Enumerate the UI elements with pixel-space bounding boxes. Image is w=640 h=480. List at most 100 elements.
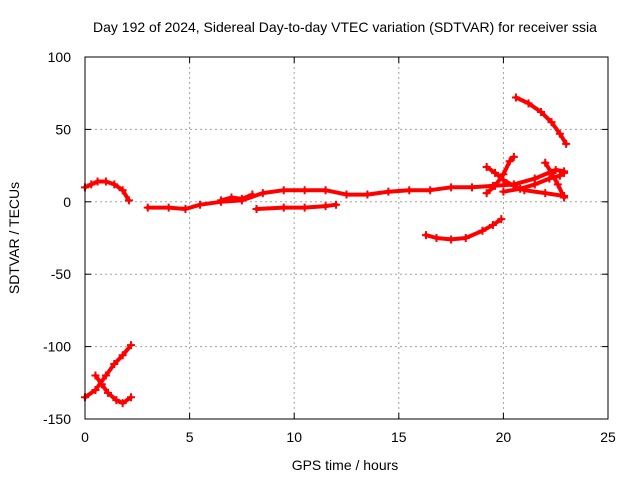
y-tick-labels: -150 -100 -50 0 50 100 [43, 49, 71, 427]
data-point [447, 235, 456, 244]
data-point [196, 200, 205, 209]
data-point [252, 205, 261, 214]
data-point [491, 168, 500, 177]
data-point [555, 129, 564, 138]
data-point [127, 393, 136, 402]
chart-title: Day 192 of 2024, Sidereal Day-to-day VTE… [93, 19, 597, 35]
data-point [560, 168, 569, 177]
data-point [332, 200, 341, 209]
data-point [405, 186, 414, 195]
data-point [468, 183, 477, 192]
data-point [482, 163, 491, 172]
data-point [87, 180, 96, 189]
data-point [124, 196, 133, 205]
data-point [509, 152, 518, 161]
data-point [118, 399, 127, 408]
data-point [181, 205, 190, 214]
series-line [83, 343, 133, 400]
data-point [110, 180, 119, 189]
series-arc-12 [541, 158, 569, 202]
x-tick-label: 5 [186, 429, 194, 445]
data-point [488, 220, 497, 229]
data-point [478, 226, 487, 235]
series-arc-7 [421, 215, 506, 244]
y-tick-label: 0 [63, 194, 71, 210]
series-arc-6 [252, 200, 341, 214]
series-line [145, 167, 567, 211]
data-point [516, 184, 525, 193]
data-point [321, 202, 330, 211]
data-point [300, 186, 309, 195]
series-arc-11 [499, 168, 569, 196]
series-arc-10 [511, 93, 571, 148]
data-point [110, 359, 119, 368]
data-point [547, 168, 556, 177]
grid [85, 57, 608, 419]
data-point [541, 189, 550, 198]
data-point [499, 176, 508, 185]
data-point [511, 93, 520, 102]
data-point [491, 181, 500, 190]
data-point [97, 380, 106, 389]
data-point [547, 118, 556, 127]
data-point [342, 190, 351, 199]
data-point [101, 371, 110, 380]
x-axis-title: GPS time / hours [292, 457, 399, 473]
data-point [537, 108, 546, 117]
data-point [216, 196, 225, 205]
data-point [482, 189, 491, 198]
data-point [545, 174, 554, 183]
data-point [258, 189, 267, 198]
y-tick-label: 50 [55, 121, 71, 137]
data-point [505, 157, 514, 166]
data-point [91, 386, 100, 395]
data-point [164, 203, 173, 212]
data-point [421, 231, 430, 240]
y-tick-label: 100 [48, 49, 72, 65]
series-arc-5 [216, 190, 257, 205]
data-point [279, 186, 288, 195]
data-point [384, 187, 393, 196]
data-point [363, 190, 372, 199]
data-point [143, 203, 152, 212]
data-point [93, 177, 102, 186]
x-tick-label: 20 [496, 429, 512, 445]
series-arc-1 [81, 177, 133, 205]
data-point [553, 180, 562, 189]
x-tick-label: 15 [391, 429, 407, 445]
x-tick-label: 0 [81, 429, 89, 445]
data-point [551, 165, 560, 174]
data-point [562, 139, 571, 148]
data-point [237, 194, 246, 203]
data-point [447, 183, 456, 192]
data-point [248, 190, 257, 199]
data-point [530, 180, 539, 189]
series-line [219, 192, 255, 203]
series-line [543, 160, 567, 200]
y-tick-label: -150 [43, 411, 71, 427]
series-layer [81, 93, 571, 408]
y-tick-label: -100 [43, 339, 71, 355]
x-tick-label: 10 [286, 429, 302, 445]
data-point [524, 99, 533, 108]
data-point [101, 177, 110, 186]
series-arc-3 [91, 371, 136, 408]
data-point [104, 388, 113, 397]
data-point [91, 371, 100, 380]
data-point [461, 234, 470, 242]
plot-frame [84, 56, 609, 420]
x-tick-labels: 0 5 10 15 20 25 [81, 429, 616, 445]
data-point [497, 215, 506, 224]
series-line [93, 373, 133, 406]
series-line [514, 95, 569, 146]
y-tick-label: -50 [51, 266, 71, 282]
data-point [321, 186, 330, 195]
data-point [426, 186, 435, 195]
data-point [227, 193, 236, 202]
data-point [432, 234, 441, 242]
data-point [112, 396, 121, 405]
data-point [118, 351, 127, 360]
data-point [279, 203, 288, 212]
y-axis-title: SDTVAR / TECUs [6, 182, 22, 294]
